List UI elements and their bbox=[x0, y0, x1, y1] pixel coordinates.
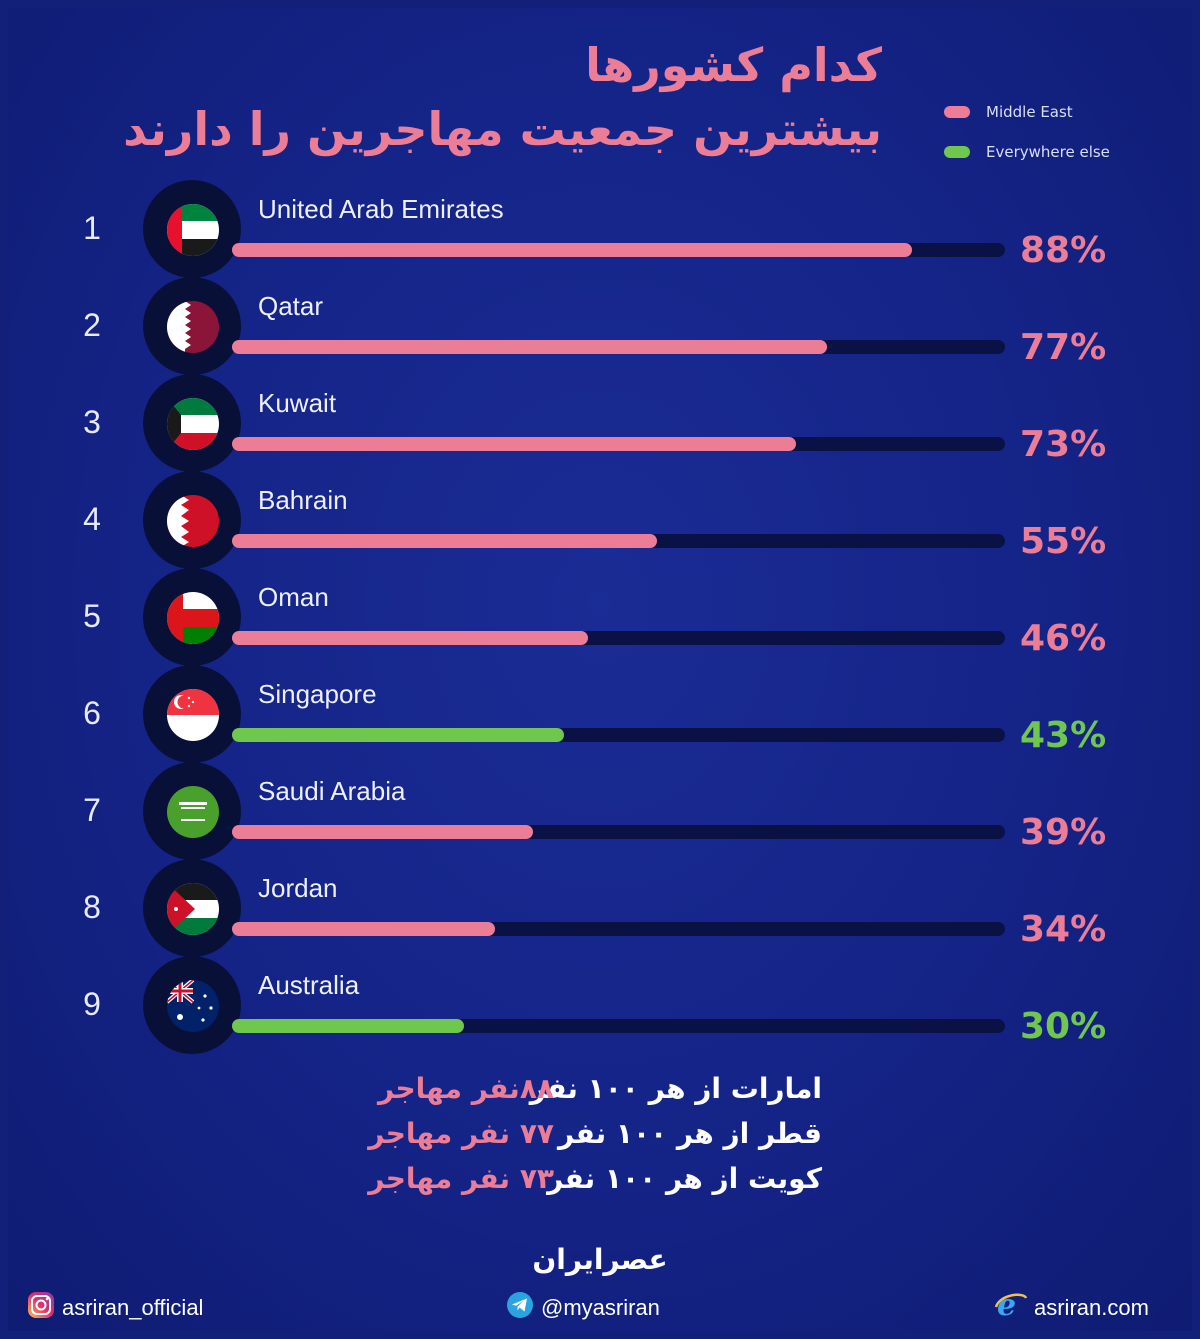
telegram-handle: @myasriran bbox=[541, 1295, 660, 1320]
value-label: 39% bbox=[1020, 812, 1107, 853]
bar-row: 5 Oman 46% bbox=[0, 568, 1200, 666]
legend-swatch-everywhere-else bbox=[944, 146, 970, 158]
uae-flag-icon bbox=[167, 204, 219, 256]
rank-number: 1 bbox=[83, 210, 101, 246]
bar-row: 1 United Arab Emirates 88% bbox=[0, 180, 1200, 278]
footer-website[interactable]: e asriran.com bbox=[994, 1288, 1149, 1326]
jordan-flag-icon bbox=[167, 883, 219, 935]
legend-label-everywhere-else: Everywhere else bbox=[986, 143, 1110, 161]
bar bbox=[232, 243, 912, 257]
value-label: 77% bbox=[1020, 327, 1107, 368]
country-label: Oman bbox=[258, 582, 329, 612]
fact-migrant-count: ۷۳ نفر مهاجر bbox=[368, 1162, 554, 1195]
country-label: Kuwait bbox=[258, 388, 337, 418]
footer-telegram[interactable]: @myasriran bbox=[505, 1290, 660, 1326]
footer-instagram[interactable]: asriran_official bbox=[26, 1290, 203, 1326]
bar-row: 3 Kuwait 73% bbox=[0, 374, 1200, 472]
country-label: Qatar bbox=[258, 291, 324, 321]
qatar-flag-icon bbox=[167, 301, 219, 353]
value-label: 73% bbox=[1020, 424, 1107, 465]
bar bbox=[232, 728, 564, 742]
brand-logo-text: عصرایران bbox=[532, 1243, 668, 1276]
fact-migrant-count: ۸۸نفر مهاجر bbox=[378, 1072, 554, 1105]
rank-number: 7 bbox=[83, 792, 101, 828]
bar bbox=[232, 1019, 464, 1033]
rank-number: 3 bbox=[83, 404, 101, 440]
legend: Middle East Everywhere else bbox=[944, 92, 1110, 172]
country-label: Jordan bbox=[258, 873, 338, 903]
bar bbox=[232, 825, 533, 839]
bar bbox=[232, 534, 657, 548]
rank-number: 4 bbox=[83, 501, 101, 537]
country-label: Saudi Arabia bbox=[258, 776, 406, 806]
bar-row: 4 Bahrain 55% bbox=[0, 471, 1200, 569]
rank-number: 9 bbox=[83, 986, 101, 1022]
bar-row: 7 Saudi Arabia 39% bbox=[0, 762, 1200, 860]
bahrain-flag-icon bbox=[167, 495, 219, 547]
bar-row: 6 Singapore 43% bbox=[0, 665, 1200, 763]
bar-row: 2 Qatar 77% bbox=[0, 277, 1200, 375]
value-label: 34% bbox=[1020, 909, 1107, 950]
value-label: 88% bbox=[1020, 230, 1107, 271]
title-line-1: کدام کشورها bbox=[585, 38, 882, 92]
fact-migrant-count: ۷۷ نفر مهاجر bbox=[368, 1117, 554, 1150]
value-label: 55% bbox=[1020, 521, 1107, 562]
country-label: Singapore bbox=[258, 679, 377, 709]
fact-country-text: قطر از هر ۱۰۰ نفر bbox=[558, 1117, 822, 1150]
browser-icon: e bbox=[994, 1288, 1028, 1326]
value-label: 43% bbox=[1020, 715, 1107, 756]
rank-number: 6 bbox=[83, 695, 101, 731]
svg-text:e: e bbox=[997, 1290, 1016, 1320]
bar-row: 8 Jordan 34% bbox=[0, 859, 1200, 957]
value-label: 46% bbox=[1020, 618, 1107, 659]
country-label: Bahrain bbox=[258, 485, 348, 515]
instagram-handle: asriran_official bbox=[62, 1295, 204, 1320]
telegram-icon bbox=[505, 1290, 535, 1326]
website-url: asriran.com bbox=[1034, 1295, 1149, 1320]
saudi-arabia-flag-icon bbox=[167, 786, 219, 838]
value-label: 30% bbox=[1020, 1006, 1107, 1047]
bar bbox=[232, 631, 588, 645]
singapore-flag-icon bbox=[167, 689, 219, 741]
rank-number: 5 bbox=[83, 598, 101, 634]
title-line-2: بیشترین جمعیت مهاجرین را دارند bbox=[123, 102, 882, 156]
instagram-icon bbox=[26, 1290, 56, 1326]
bar-row: 9 Australia 30% bbox=[0, 956, 1200, 1054]
country-label: Australia bbox=[258, 970, 360, 1000]
bar bbox=[232, 340, 827, 354]
country-label: United Arab Emirates bbox=[258, 194, 504, 224]
oman-flag-icon bbox=[167, 592, 219, 644]
kuwait-flag-icon bbox=[167, 398, 219, 450]
fact-country-text: کویت از هر ۱۰۰ نفر bbox=[547, 1162, 822, 1195]
rank-number: 2 bbox=[83, 307, 101, 343]
legend-item-everywhere-else: Everywhere else bbox=[944, 132, 1110, 172]
legend-item-middle-east: Middle East bbox=[944, 92, 1110, 132]
bar bbox=[232, 922, 495, 936]
australia-flag-icon bbox=[167, 980, 219, 1032]
rank-number: 8 bbox=[83, 889, 101, 925]
legend-swatch-middle-east bbox=[944, 106, 970, 118]
legend-label-middle-east: Middle East bbox=[986, 103, 1073, 121]
bar bbox=[232, 437, 796, 451]
fact-country-text: امارات از هر ۱۰۰ نفر bbox=[529, 1072, 822, 1105]
